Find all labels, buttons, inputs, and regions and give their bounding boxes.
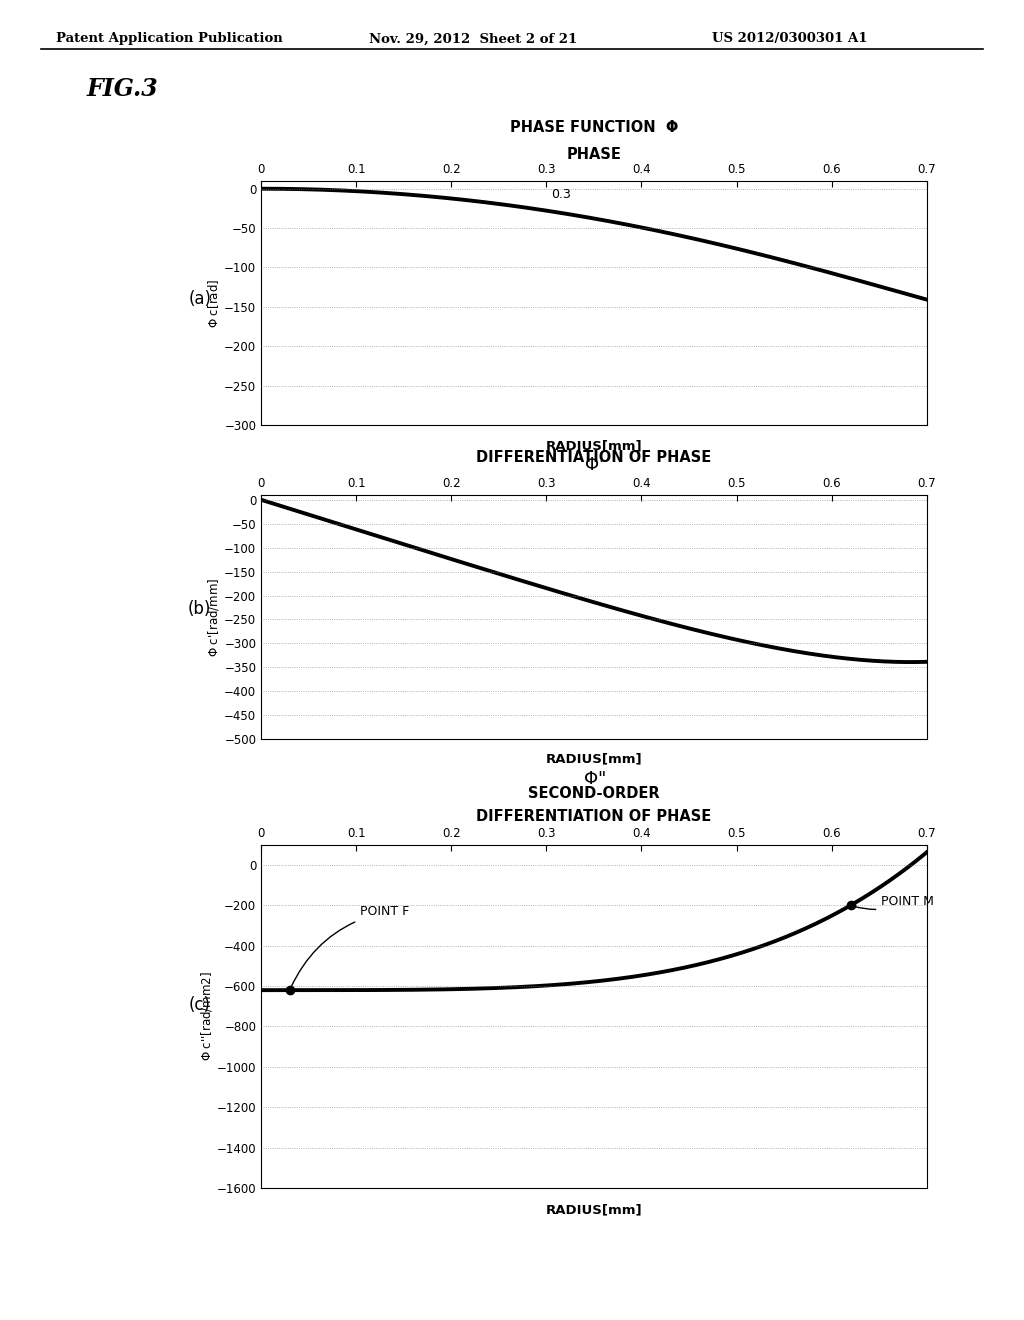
Text: (b): (b) (188, 599, 211, 618)
Y-axis label: $\Phi$ c'[rad/mm]: $\Phi$ c'[rad/mm] (207, 577, 221, 657)
Y-axis label: $\Phi$ c[rad]: $\Phi$ c[rad] (207, 279, 221, 327)
Text: PHASE FUNCTION  Φ: PHASE FUNCTION Φ (510, 120, 678, 135)
Text: POINT M: POINT M (853, 895, 934, 909)
Text: RADIUS[mm]: RADIUS[mm] (546, 1204, 642, 1217)
Text: DIFFERENTIATION OF PHASE: DIFFERENTIATION OF PHASE (476, 809, 712, 824)
Text: FIG.3: FIG.3 (87, 77, 159, 100)
Text: RADIUS[mm]: RADIUS[mm] (546, 752, 642, 766)
Text: $\Phi$": $\Phi$" (583, 770, 605, 788)
Text: Nov. 29, 2012  Sheet 2 of 21: Nov. 29, 2012 Sheet 2 of 21 (369, 32, 577, 45)
Text: RADIUS[mm]: RADIUS[mm] (546, 440, 642, 453)
Text: (c): (c) (188, 995, 211, 1014)
Text: DIFFERENTIATION OF PHASE: DIFFERENTIATION OF PHASE (476, 450, 712, 465)
Text: 0.3: 0.3 (551, 189, 571, 201)
Y-axis label: $\Phi$ c''[rad/mm2]: $\Phi$ c''[rad/mm2] (199, 972, 214, 1061)
Text: POINT F: POINT F (291, 906, 410, 987)
Text: PHASE: PHASE (566, 148, 622, 162)
Text: (a): (a) (188, 289, 211, 308)
Text: SECOND-ORDER: SECOND-ORDER (528, 787, 659, 801)
Text: Patent Application Publication: Patent Application Publication (56, 32, 283, 45)
Text: US 2012/0300301 A1: US 2012/0300301 A1 (712, 32, 867, 45)
Text: $\Phi$': $\Phi$' (585, 455, 603, 474)
